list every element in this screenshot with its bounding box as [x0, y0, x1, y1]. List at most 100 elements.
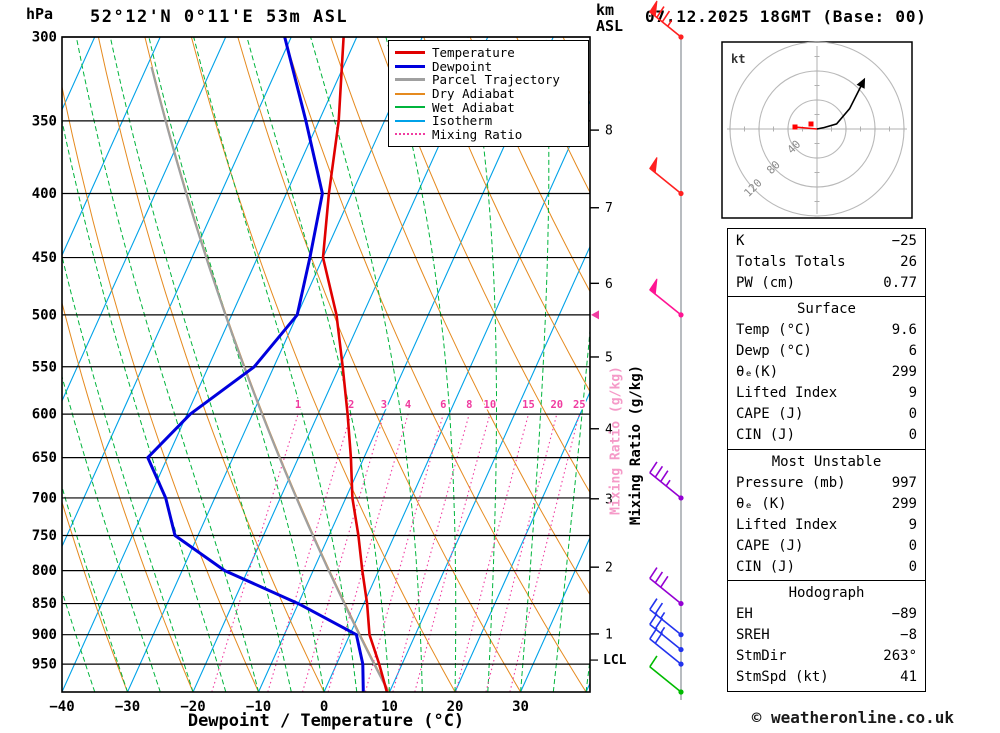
index-row: CAPE (J) 0 [736, 536, 917, 557]
isotherm-line [62, 37, 292, 548]
pressure-unit-label: hPa [26, 5, 54, 23]
temp-tick-label: −40 [49, 699, 74, 715]
isotherm-line [0, 37, 29, 692]
km-tick-label: 6 [605, 277, 613, 292]
index-label: Temp (°C) [736, 322, 812, 338]
mixing-ratio-value-label: 6 [440, 399, 446, 411]
wet-adiabat-line [148, 37, 325, 692]
wet-adiabat-line [109, 37, 292, 692]
temp-axis: −40 −30 −20 −10 0 10 20 30 [49, 699, 529, 715]
wind-barb [649, 461, 684, 501]
km-tick-label: 8 [605, 124, 613, 139]
indices-section: K −25 Totals Totals 26 PW (cm) 0.77 [727, 227, 926, 298]
temp-tick-label: −20 [180, 699, 205, 715]
dry-adiabat-line [97, 37, 325, 692]
index-label: Pressure (mb) [736, 474, 846, 491]
indices-section-header: Most Unstable [771, 453, 882, 470]
legend-line-swatch [395, 51, 425, 55]
legend-label: Mixing Ratio [432, 126, 523, 142]
km-tick-label: 3 [605, 492, 613, 507]
x-axis-label: Dewpoint / Temperature (°C) [187, 711, 465, 731]
pressure-tick-label: 750 [32, 528, 57, 544]
legend-item: Dry Adiabat [395, 86, 582, 101]
wind-barb [649, 598, 684, 638]
mixing-ratio-axis-label-pink: Mixing Ratio (g/kg) [608, 366, 624, 515]
mixing-ratio-value-label: 10 [484, 399, 497, 411]
pressure-tick-label: 550 [32, 359, 57, 375]
index-row: CAPE (J) 0 [736, 404, 917, 425]
index-row: StmSpd (kt) 41 [736, 667, 917, 688]
indices-section: Surface Temp (°C) 9.6 Dewp (°C) 6 θₑ(K) 299 Lif… [727, 296, 926, 450]
mixing-ratio-line [267, 413, 352, 692]
index-label: CAPE (J) [736, 406, 804, 422]
legend-item: Isotherm [395, 113, 582, 128]
wind-barb-column [649, 0, 684, 700]
station-title: 52°12'N 0°11'E 53m ASL [90, 7, 349, 27]
hodograph-unit-label: kt [731, 52, 745, 66]
index-value: 997 [891, 474, 917, 491]
asl-label: ASL [596, 17, 624, 35]
index-row: EH −89 [736, 604, 917, 625]
pressure-tick-label: 400 [32, 186, 57, 202]
legend: Temperature Dewpoint Parcel Trajectory Dry … [388, 40, 589, 148]
legend-line-swatch [395, 64, 425, 68]
pressure-tick-label: 700 [32, 490, 57, 506]
mixing-ratio-line [509, 413, 580, 692]
temperature-curve [321, 37, 389, 692]
index-label: K [736, 232, 745, 249]
mixing-ratio-value-label: 25 [573, 399, 586, 411]
isotherm-line [520, 536, 590, 692]
index-row: K −25 [736, 231, 917, 252]
mixing-ratio-value-label: 8 [466, 399, 472, 411]
index-row: Dewp (°C) 6 [736, 341, 917, 362]
wind-barb [649, 567, 684, 607]
mixing-ratio-labels: 1 2 3 4 6 8 10 15 20 25 [293, 398, 587, 413]
km-tick-label: 7 [605, 201, 613, 216]
mixing-ratio-value-label: 15 [522, 399, 535, 411]
index-label: StmDir [736, 648, 787, 664]
isotherm-line [454, 390, 590, 692]
storm-motion-marker [792, 124, 798, 130]
storm-motion-marker [808, 121, 814, 127]
index-value: 0 [908, 558, 917, 575]
isotherm-line [62, 37, 358, 692]
index-label: CAPE (J) [736, 537, 804, 554]
pressure-gridlines: 300 350 400 450 500 550 600 650 700 750 800 850 900 9… [32, 30, 590, 673]
temp-tick-label: −10 [246, 699, 271, 715]
legend-item: Mixing Ratio [395, 126, 582, 142]
temp-tick-label: −30 [115, 699, 140, 715]
index-value: 9 [908, 516, 917, 533]
dry-adiabat-line [423, 37, 590, 393]
dry-adiabat-line [469, 37, 590, 293]
km-tick-label: 4 [605, 422, 613, 437]
index-value: 9.6 [891, 322, 917, 338]
index-label: SREH [736, 627, 770, 643]
index-label: CIN (J) [736, 558, 796, 575]
index-value: −89 [891, 606, 917, 622]
pressure-tick-label: 950 [32, 657, 57, 673]
km-tick-label: 2 [605, 561, 613, 576]
legend-line-swatch [395, 92, 425, 95]
index-value: 263° [883, 648, 917, 664]
mixing-ratio-value-label: 2 [348, 399, 354, 411]
legend-label: Temperature [432, 45, 515, 61]
legend-label: Wet Adiabat [432, 99, 515, 115]
isotherm-line [389, 245, 590, 692]
index-value: 299 [891, 364, 917, 380]
parcel-trajectory-curve [150, 66, 389, 691]
legend-label: Parcel Trajectory [432, 72, 560, 88]
index-row: PW (cm) 0.77 [736, 273, 917, 294]
wet-adiabat-line [62, 485, 128, 692]
wet-adiabat-line [62, 118, 227, 692]
index-value: 0 [908, 406, 917, 422]
legend-line-swatch [395, 78, 425, 82]
index-label: θₑ (K) [736, 495, 787, 512]
mixing-ratio-line [211, 413, 299, 692]
pressure-tick-label: 900 [32, 627, 57, 643]
legend-item: Parcel Trajectory [395, 72, 582, 88]
pressure-tick-label: 600 [32, 407, 57, 423]
pressure-tick-label: 500 [32, 307, 57, 323]
index-row: StmDir 263° [736, 646, 917, 667]
